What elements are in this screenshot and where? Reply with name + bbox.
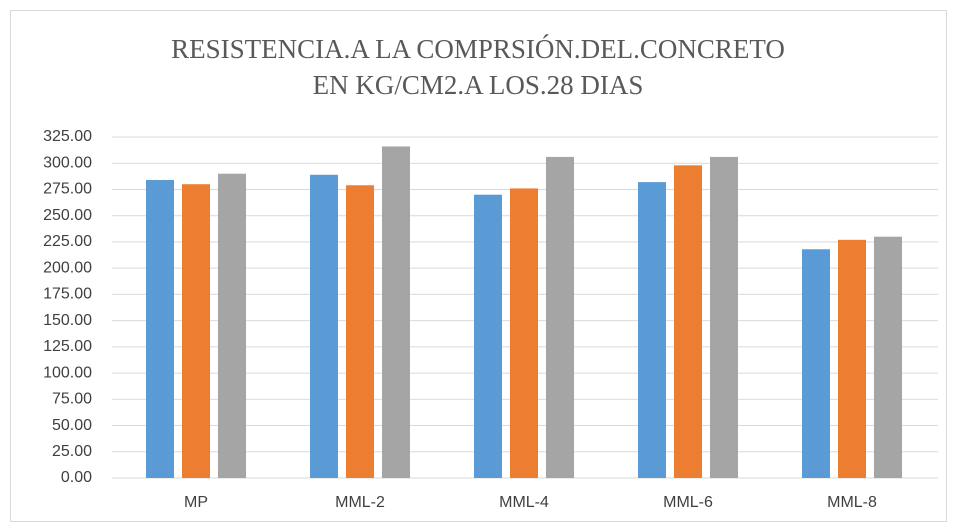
bar [146, 180, 174, 478]
bar [874, 236, 902, 478]
y-tick-label: 150.00 [43, 312, 92, 329]
y-tick-label: 0.00 [61, 469, 92, 486]
y-tick-label: 75.00 [52, 391, 92, 408]
y-tick-label: 50.00 [52, 417, 92, 434]
bar [310, 174, 338, 478]
x-tick-label: MML-4 [499, 494, 549, 511]
bar [710, 156, 738, 479]
bar [802, 249, 830, 478]
bar [382, 146, 410, 479]
y-tick-label: 175.00 [43, 286, 92, 303]
bar [474, 194, 502, 478]
y-tick-label: 275.00 [43, 181, 92, 198]
chart-title: RESISTENCIA.A LA COMPRSIÓN.DEL.CONCRETO [171, 34, 785, 64]
chart-title: EN KG/CM2.A LOS.28 DIAS [313, 70, 644, 100]
bar [182, 184, 210, 478]
x-tick-label: MML-2 [335, 494, 385, 511]
bar [510, 188, 538, 479]
y-tick-label: 25.00 [52, 443, 92, 460]
x-tick-label: MML-8 [827, 494, 877, 511]
y-tick-label: 200.00 [43, 259, 92, 276]
y-tick-label: 125.00 [43, 338, 92, 355]
bar [546, 156, 574, 479]
bar [838, 239, 866, 478]
bar [674, 165, 702, 478]
y-tick-label: 325.00 [43, 128, 92, 145]
bar [346, 185, 374, 478]
bar [218, 173, 246, 478]
y-tick-label: 225.00 [43, 233, 92, 250]
y-tick-label: 250.00 [43, 207, 92, 224]
bar [638, 182, 666, 478]
y-tick-label: 300.00 [43, 154, 92, 171]
x-tick-label: MP [184, 494, 208, 511]
x-tick-label: MML-6 [663, 494, 713, 511]
y-tick-label: 100.00 [43, 364, 92, 381]
